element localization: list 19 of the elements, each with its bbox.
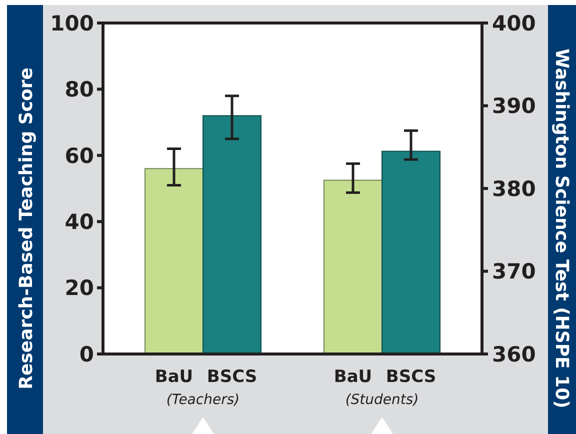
y-tick-label: 40 [64, 210, 94, 234]
y2-tick-label: 390 [492, 94, 536, 118]
text: (Students) [345, 392, 419, 408]
y-tick-label: 100 [50, 11, 94, 36]
y-tick-label: 0 [79, 342, 94, 366]
y2-tick-label: 400 [492, 11, 536, 36]
y-axis-title: Research-Based Teaching Score [16, 68, 37, 390]
y2-tick-label: 380 [492, 176, 536, 201]
x-tick-label: BaU [154, 367, 194, 387]
y-tick-label: 20 [64, 276, 94, 300]
y-tick-label: 60 [64, 144, 94, 168]
text: (Teachers) [166, 392, 240, 408]
x-tick-label: BaU [334, 367, 372, 387]
x-tick-label: BSCS [206, 367, 258, 387]
y2-tick-label: 360 [492, 342, 536, 366]
x-tick-label: BSCS [386, 367, 436, 387]
y2-tick-label: 370 [492, 260, 536, 284]
y2-axis-title: Washington Science Test (HSPE 10) [551, 48, 572, 408]
y-tick-label: 80 [64, 78, 94, 102]
